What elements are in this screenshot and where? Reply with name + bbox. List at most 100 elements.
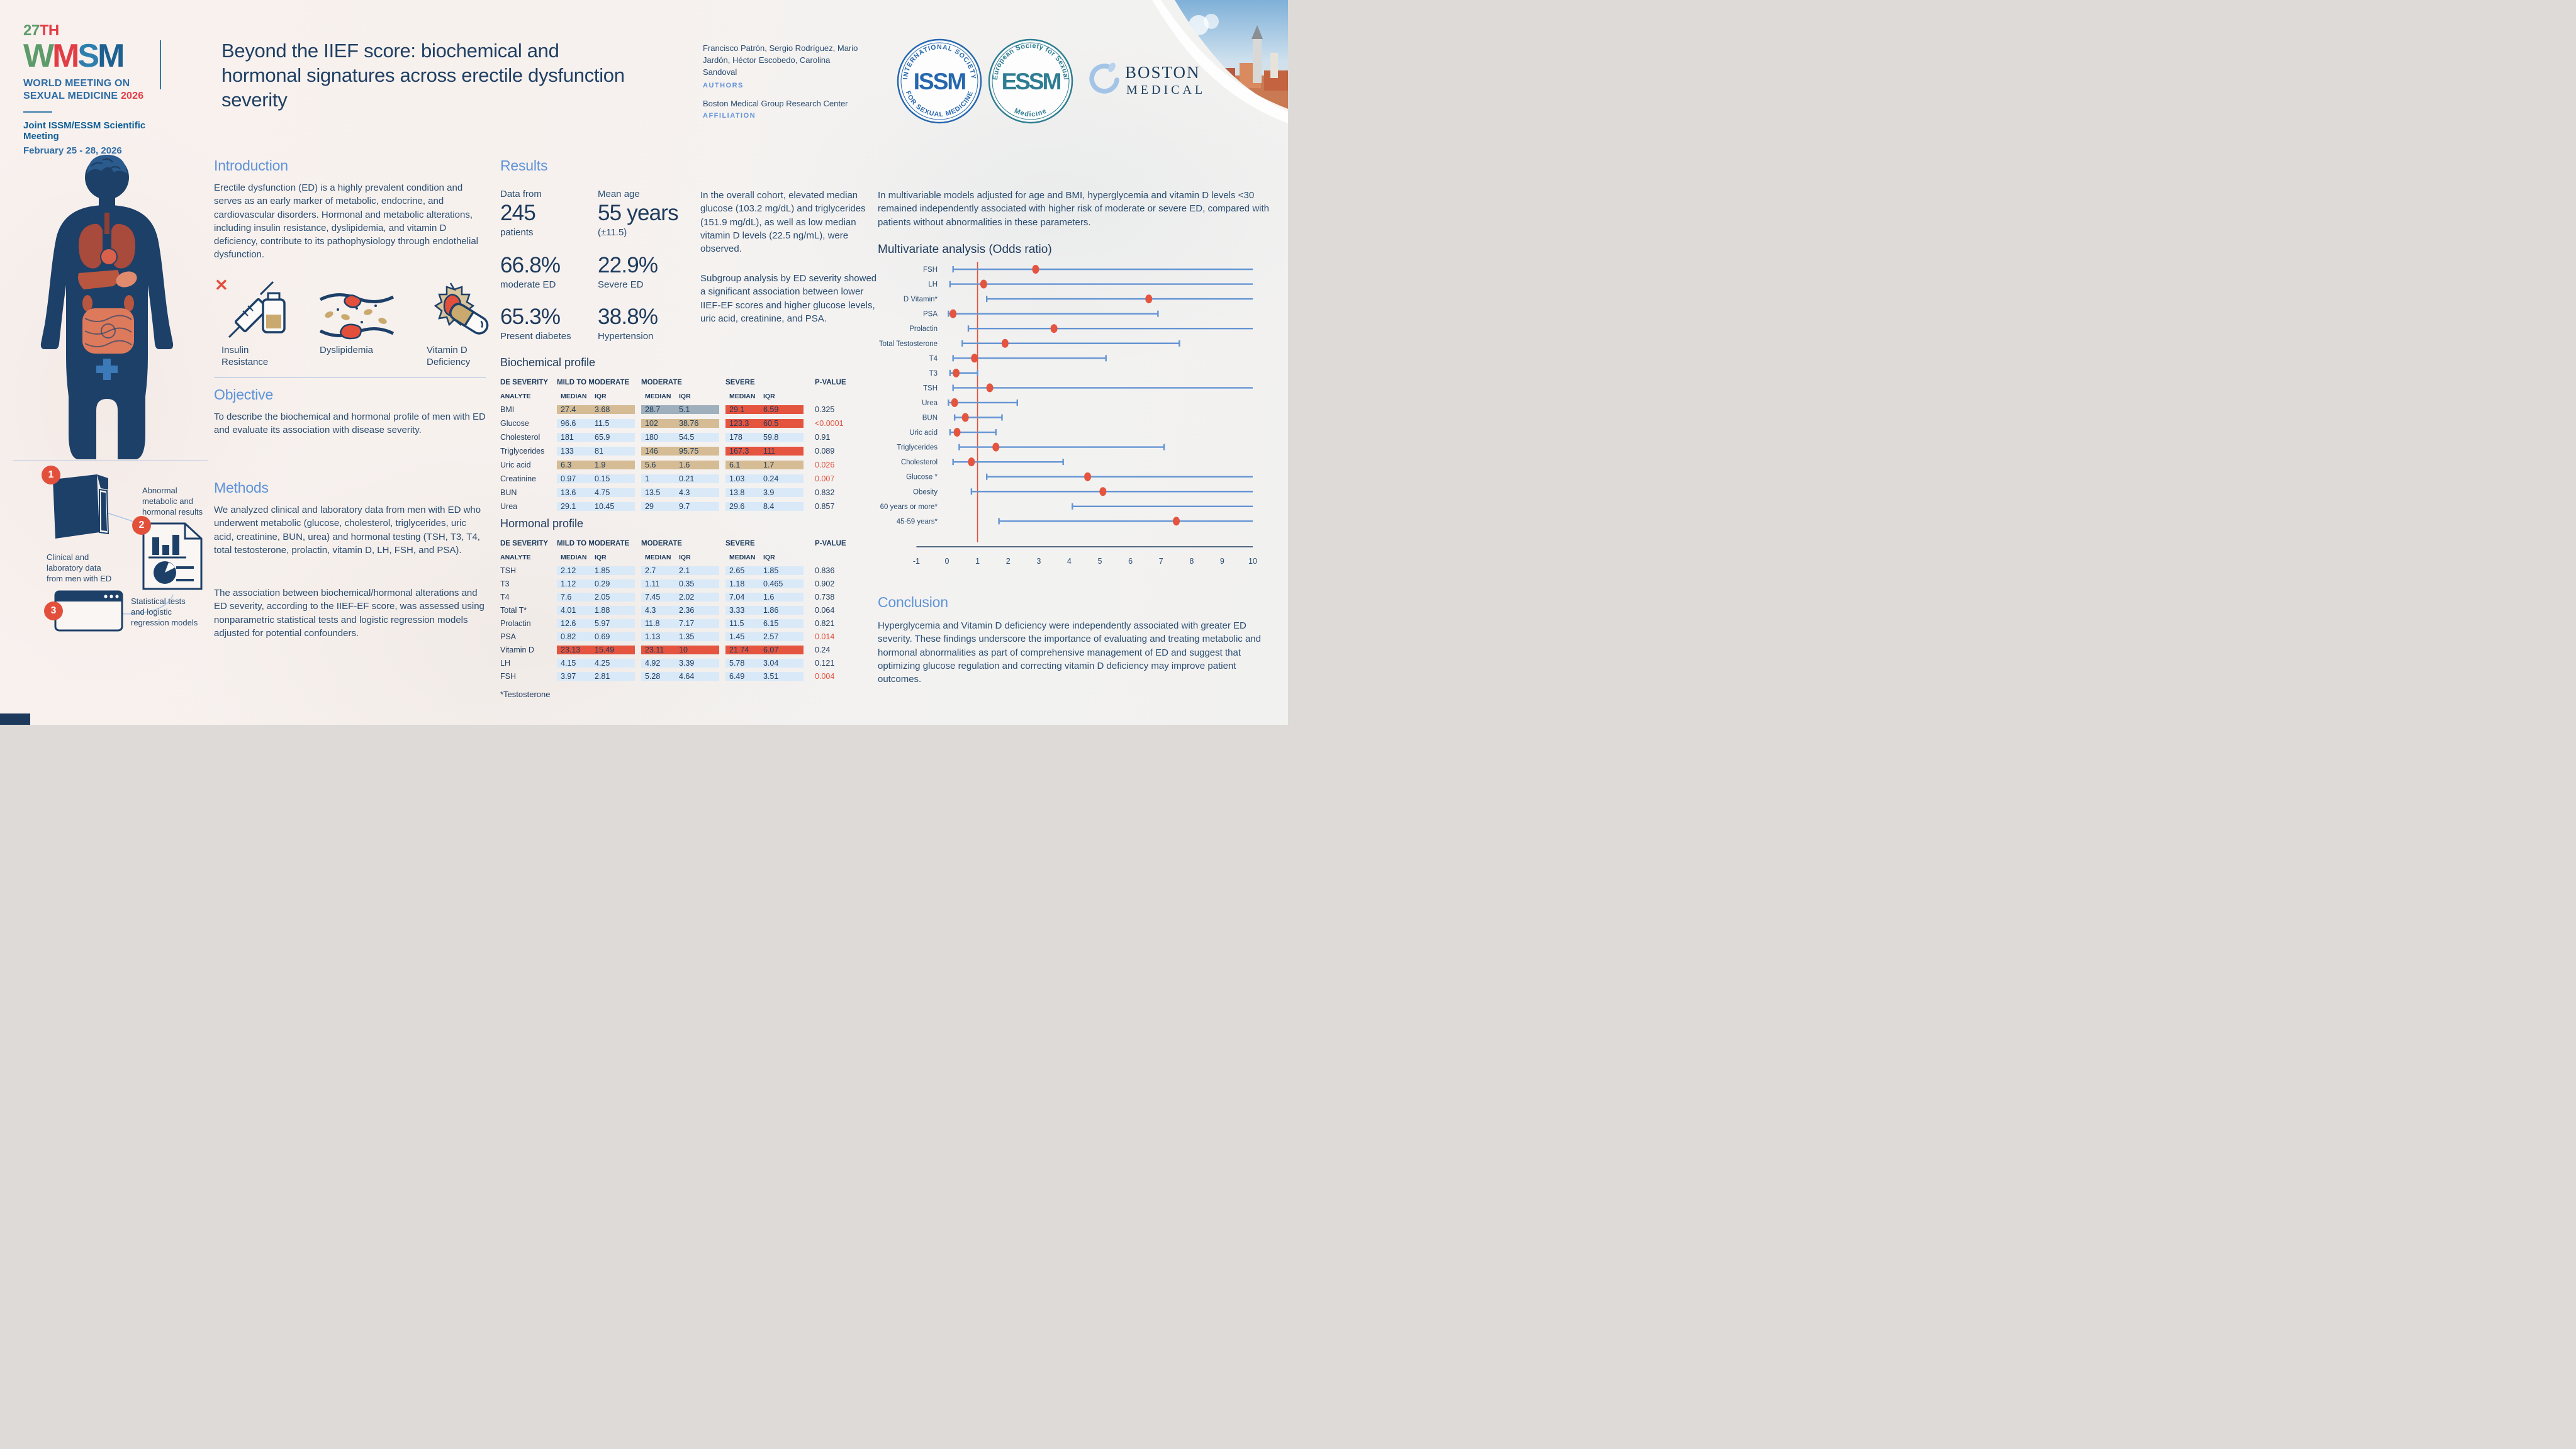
table-cell: 5.78 <box>725 658 759 668</box>
table-row: Prolactin 12.6 5.97 11.8 7.17 11.5 6.15 0.821 <box>500 617 846 630</box>
table-cell: 102 <box>641 419 675 428</box>
table-cell: PSA <box>500 632 517 641</box>
table-cell: 0.15 <box>591 474 635 483</box>
or-point <box>986 383 994 393</box>
table-cell: Creatinine <box>500 474 536 483</box>
forest-row-label: Prolactin <box>909 325 938 333</box>
stat-diabetes: 65.3% Present diabetes <box>500 305 571 342</box>
table-cell: Vitamin D <box>500 645 534 654</box>
table-cell: 59.8 <box>759 433 804 442</box>
table-cell: 167.3 <box>725 447 759 456</box>
or-point <box>971 354 978 363</box>
forest-row-label: D Vitamin* <box>904 296 938 303</box>
table-group-header-row: DE SEVERITY MILD TO MODERATE MODERATE SEVER… <box>500 375 846 390</box>
x-tick-label: 9 <box>1220 557 1224 566</box>
table-cell: 9.7 <box>675 502 719 511</box>
table-cell: 0.004 <box>815 671 835 681</box>
table-cell: 1.7 <box>759 461 804 469</box>
table-cell: 1.18 <box>725 579 759 588</box>
conclusion-text: Hyperglycemia and Vitamin D deficiency w… <box>878 620 1261 685</box>
table-cell: 6.1 <box>725 461 759 469</box>
svg-text:ISSM: ISSM <box>914 69 966 94</box>
table-cell: 5.6 <box>641 461 675 469</box>
footer-corner-mark <box>0 713 30 725</box>
table-cell: Total T* <box>500 605 527 615</box>
table-cell: 123.3 <box>725 419 759 428</box>
table-cell: 1 <box>641 474 675 483</box>
table-cell: 4.75 <box>591 488 635 497</box>
table-cell: MEDIAN <box>729 554 756 561</box>
table-row: TSH 2.12 1.85 2.7 2.1 2.65 1.85 0.836 <box>500 564 846 577</box>
table-cell: 95.75 <box>675 447 719 456</box>
x-tick-label: 7 <box>1159 557 1163 566</box>
table-cell: 0.325 <box>815 405 835 414</box>
table-cell: Cholesterol <box>500 433 540 442</box>
step-badge-1: 1 <box>42 466 60 484</box>
table-cell: 10.45 <box>591 502 635 511</box>
x-tick-label: 2 <box>1006 557 1011 566</box>
forest-row-label: Total Testosterone <box>879 340 938 348</box>
biochemical-profile-table: Biochemical profile DE SEVERITY MILD TO MO… <box>500 356 846 513</box>
table-cell: 29.1 <box>557 502 591 511</box>
table-cell: 0.29 <box>591 579 635 588</box>
table-row: LH 4.15 4.25 4.92 3.39 5.78 3.04 0.121 <box>500 656 846 669</box>
table-cell: 1.03 <box>725 474 759 483</box>
table-cell: Uric acid <box>500 461 531 469</box>
table-cell: 2.57 <box>759 632 804 641</box>
table-cell: 27.4 <box>557 405 591 414</box>
poster: 27TH WMSM WORLD MEETING ON SEXUAL MEDICI… <box>0 0 1288 725</box>
stat-mean-age: Mean age 55 years (±11.5) <box>598 189 679 238</box>
table-cell: 1.6 <box>759 592 804 601</box>
conclusion-heading: Conclusion <box>878 594 948 610</box>
or-point <box>1173 517 1180 526</box>
table-row: PSA 0.82 0.69 1.13 1.35 1.45 2.57 0.014 <box>500 630 846 643</box>
table-cell: 0.35 <box>675 579 719 588</box>
table-cell: 4.01 <box>557 605 591 615</box>
table-cell: 1.13 <box>641 632 675 641</box>
table-cell: 7.04 <box>725 592 759 601</box>
x-tick-label: 1 <box>975 557 980 566</box>
table-cell: 4.3 <box>675 488 719 497</box>
folder-icon <box>53 474 109 539</box>
table-cell: 2.1 <box>675 566 719 575</box>
table-subheader-row: ANALYTE MEDIAN IQR MEDIAN IQR MEDIAN IQR <box>500 551 846 564</box>
table-cell: 6.15 <box>759 618 804 628</box>
table-cell: 15.49 <box>591 645 635 654</box>
results-text-2: Subgroup analysis by ED severity showed … <box>700 273 877 324</box>
table-cell: 0.064 <box>815 605 835 615</box>
objective-text: To describe the biochemical and hormonal… <box>214 411 486 436</box>
multivariate-heading: Multivariate analysis (Odds ratio) <box>878 243 1052 256</box>
table-cell: <0.0001 <box>815 419 844 428</box>
table-footnote: *Testosterone <box>500 690 551 699</box>
event-name-line2: SEXUAL MEDICINE 2026 <box>23 91 144 101</box>
svg-text:Medicine: Medicine <box>1013 107 1048 118</box>
table-cell: IQR <box>763 554 775 561</box>
table-cell: IQR <box>595 554 607 561</box>
stat-hypertension: 38.8% Hypertension <box>598 305 658 342</box>
step-label-2: Abnormal metabolic and hormonal results <box>142 486 203 517</box>
table-cell: IQR <box>595 393 607 400</box>
table-cell: 12.6 <box>557 618 591 628</box>
event-acronym: WMSM <box>23 40 168 72</box>
table-cell: 3.33 <box>725 605 759 615</box>
table-cell: 1.35 <box>675 632 719 641</box>
x-tick-label: 8 <box>1189 557 1194 566</box>
table-cell: 4.64 <box>675 671 719 681</box>
table-cell: 11.8 <box>641 618 675 628</box>
forest-row-label: Uric acid <box>909 429 938 437</box>
table-cell: 146 <box>641 447 675 456</box>
table-cell: 181 <box>557 433 591 442</box>
stat-severe-ed: 22.9% Severe ED <box>598 253 658 290</box>
table-row: BUN 13.6 4.75 13.5 4.3 13.8 3.9 0.832 <box>500 486 846 500</box>
forest-row-label: Cholesterol <box>901 459 938 466</box>
table-cell: FSH <box>500 671 516 681</box>
table-cell: MEDIAN <box>561 393 587 400</box>
table-cell: 0.24 <box>815 645 831 654</box>
table-cell: 29.1 <box>725 405 759 414</box>
or-point <box>951 398 958 407</box>
divider-line <box>23 111 52 113</box>
table-cell: 7.17 <box>675 618 719 628</box>
table-cell: 0.91 <box>815 433 831 442</box>
table-cell: 4.25 <box>591 658 635 668</box>
table-cell: 38.76 <box>675 419 719 428</box>
